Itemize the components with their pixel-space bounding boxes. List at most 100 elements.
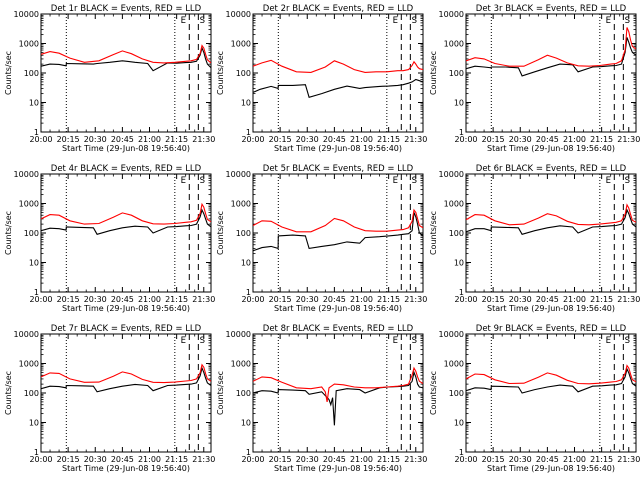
events-series-line (253, 78, 423, 98)
x-tick-label: 21:15 (590, 455, 613, 464)
y-axis-title: Counts/sec (4, 51, 13, 95)
x-tick-label: 21:30 (617, 135, 640, 144)
y-tick-label: 10 (454, 419, 464, 428)
marker-s: S (625, 16, 630, 26)
x-tick-label: 20:30 (296, 135, 319, 144)
lld-series-line (466, 27, 636, 67)
x-tick-label: 21:15 (165, 295, 188, 304)
events-series-line (41, 366, 211, 393)
marker-s: S (412, 336, 417, 346)
lld-series-line (253, 59, 423, 73)
lld-series-line (41, 202, 211, 225)
y-axis-title: Counts/sec (4, 371, 13, 415)
panel-title: Det 7r BLACK = Events, RED = LLD (51, 324, 202, 334)
plot-frame (252, 13, 424, 133)
x-tick-label: 21:00 (350, 455, 373, 464)
y-tick-label: 10 (29, 99, 39, 108)
y-tick-label: 100 (24, 229, 39, 238)
x-tick-label: 20:00 (454, 135, 477, 144)
x-tick-label: 21:15 (165, 455, 188, 464)
panel-title: Det 2r BLACK = Events, RED = LLD (263, 4, 414, 14)
x-tick-label: 21:15 (165, 135, 188, 144)
x-tick-label: 21:15 (377, 455, 400, 464)
y-tick-label: 1 (459, 288, 464, 297)
y-tick-label: 1000 (444, 360, 464, 369)
x-axis-title: Start Time (29-Jun-08 19:56:40) (487, 464, 615, 473)
x-tick-label: 20:15 (269, 135, 292, 144)
x-tick-label: 21:30 (192, 455, 215, 464)
y-tick-label: 100 (24, 389, 39, 398)
marker-e: E (606, 336, 611, 346)
y-tick-label: 10000 (439, 170, 464, 179)
x-tick-label: 20:15 (269, 295, 292, 304)
x-tick-label: 20:15 (57, 135, 80, 144)
panel-title: Det 1r BLACK = Events, RED = LLD (51, 4, 202, 14)
x-tick-label: 20:30 (84, 455, 107, 464)
x-tick-label: 21:00 (350, 135, 373, 144)
y-tick-label: 10 (454, 259, 464, 268)
x-tick-label: 20:00 (29, 295, 52, 304)
y-tick-label: 10000 (14, 10, 39, 19)
x-tick-label: 20:00 (241, 455, 264, 464)
events-series-line (466, 367, 636, 394)
y-tick-label: 1 (34, 128, 39, 137)
x-tick-label: 20:45 (323, 135, 346, 144)
x-tick-label: 20:00 (241, 135, 264, 144)
plot-frame (40, 173, 212, 293)
y-tick-label: 1 (459, 128, 464, 137)
x-tick-label: 20:15 (482, 455, 505, 464)
y-axis-title: Counts/sec (216, 371, 225, 415)
x-tick-label: 20:00 (454, 455, 477, 464)
panel-det-6: Det 6r BLACK = Events, RED = LLD 1 10 100 10… (429, 164, 640, 313)
marker-s: S (625, 336, 630, 346)
events-series-line (41, 46, 211, 72)
marker-s: S (412, 176, 417, 186)
panel-det-7: Det 7r BLACK = Events, RED = LLD 1 10 100 10… (4, 324, 215, 473)
x-axis-title: Start Time (29-Jun-08 19:56:40) (274, 144, 402, 153)
marker-e: E (393, 336, 398, 346)
y-tick-label: 100 (24, 69, 39, 78)
x-tick-label: 20:45 (536, 455, 559, 464)
events-series-line (41, 208, 211, 235)
x-tick-label: 21:00 (563, 135, 586, 144)
y-tick-label: 1 (246, 128, 251, 137)
lld-series-line (41, 363, 211, 384)
x-axis-title: Start Time (29-Jun-08 19:56:40) (274, 464, 402, 473)
x-axis-title: Start Time (29-Jun-08 19:56:40) (274, 304, 402, 313)
x-tick-label: 21:30 (192, 295, 215, 304)
x-tick-label: 20:15 (482, 295, 505, 304)
marker-e: E (606, 176, 611, 186)
y-tick-label: 10 (241, 419, 251, 428)
x-axis-title: Start Time (29-Jun-08 19:56:40) (62, 464, 190, 473)
panel-title: Det 4r BLACK = Events, RED = LLD (51, 164, 202, 174)
x-axis-title: Start Time (29-Jun-08 19:56:40) (62, 144, 190, 153)
panel-title: Det 5r BLACK = Events, RED = LLD (263, 164, 414, 174)
lld-series-line (253, 208, 423, 233)
y-tick-label: 1000 (231, 200, 251, 209)
y-tick-label: 10 (241, 99, 251, 108)
x-tick-label: 20:30 (84, 295, 107, 304)
x-tick-label: 21:15 (590, 135, 613, 144)
y-axis-title: Counts/sec (4, 211, 13, 255)
y-axis-title: Counts/sec (429, 211, 438, 255)
panel-title: Det 9r BLACK = Events, RED = LLD (476, 324, 627, 334)
marker-s: S (200, 176, 205, 186)
x-tick-label: 20:30 (296, 295, 319, 304)
plot-frame (465, 333, 637, 453)
x-axis-title: Start Time (29-Jun-08 19:56:40) (487, 304, 615, 313)
plot-frame (40, 333, 212, 453)
panel-title: Det 3r BLACK = Events, RED = LLD (476, 4, 627, 14)
marker-e: E (606, 16, 611, 26)
panel-det-5: Det 5r BLACK = Events, RED = LLD 1 10 100 10… (216, 164, 427, 313)
x-tick-label: 20:30 (296, 455, 319, 464)
lld-series-line (253, 366, 423, 402)
marker-e: E (393, 16, 398, 26)
panel-det-4: Det 4r BLACK = Events, RED = LLD 1 10 100 10… (4, 164, 215, 313)
x-tick-label: 21:15 (590, 295, 613, 304)
marker-s: S (412, 16, 417, 26)
panel-det-8: Det 8r BLACK = Events, RED = LLD 1 10 100 10… (216, 324, 427, 473)
marker-e: E (181, 176, 186, 186)
y-tick-label: 1 (34, 448, 39, 457)
panel-title: Det 6r BLACK = Events, RED = LLD (476, 164, 627, 174)
x-tick-label: 20:00 (29, 455, 52, 464)
